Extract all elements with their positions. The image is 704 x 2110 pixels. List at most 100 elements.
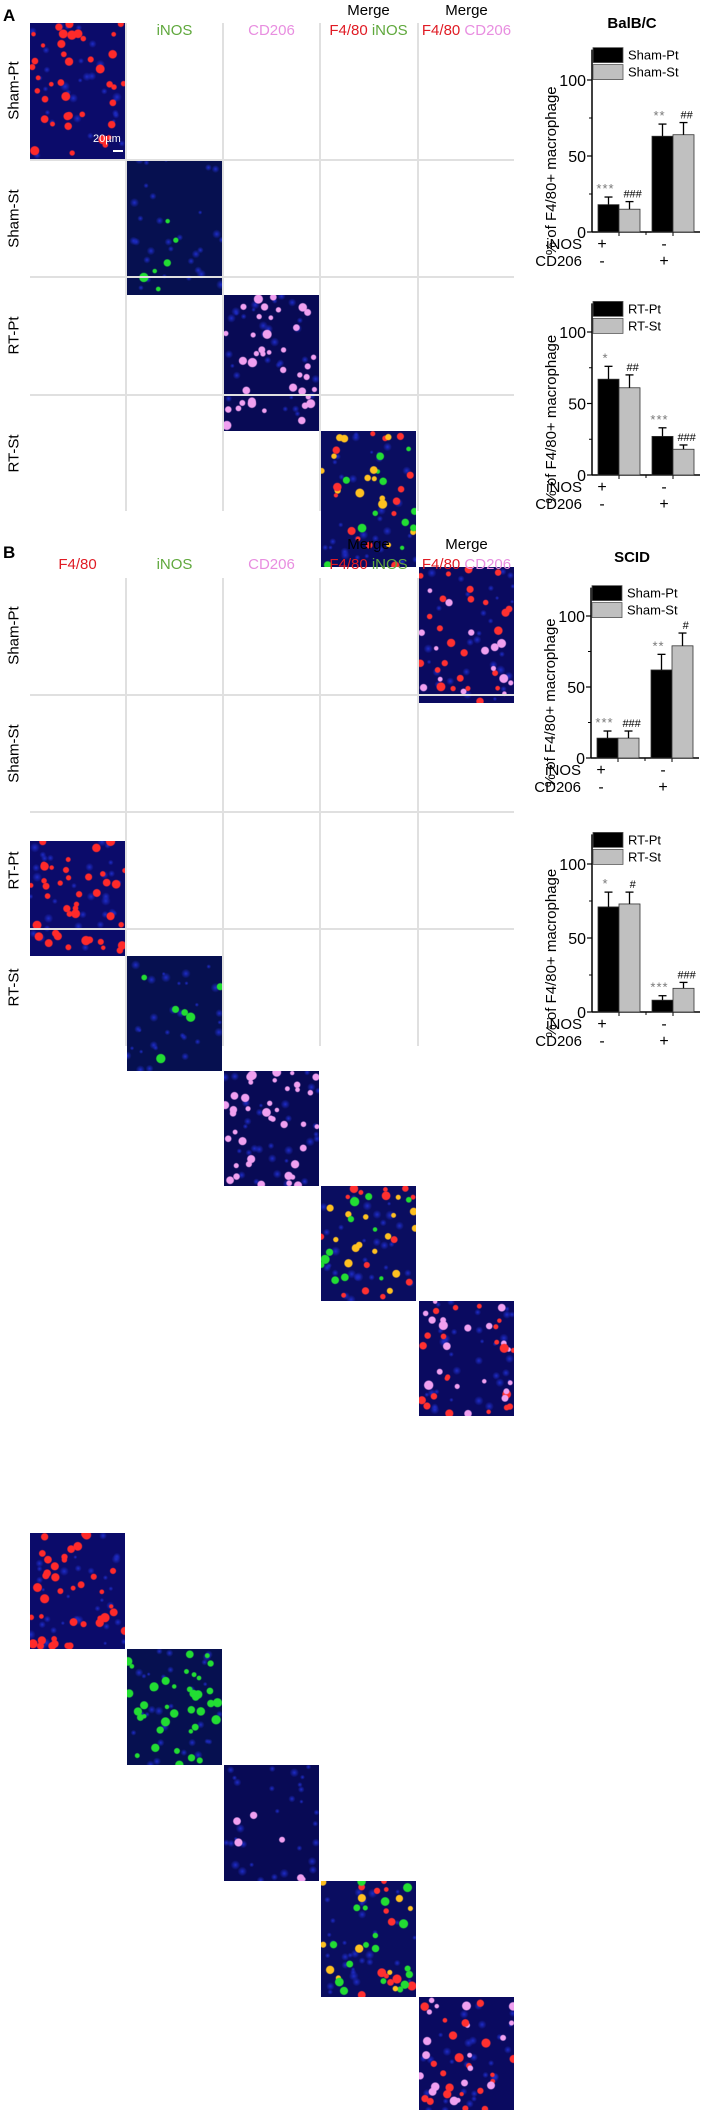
bar [672, 134, 695, 233]
microscopy-image [30, 841, 125, 956]
legend-label: RT-Pt [628, 832, 661, 847]
y-tick-label: 0 [576, 751, 585, 768]
merge-label: Merge [445, 536, 488, 553]
legend-swatch [592, 317, 624, 334]
microscopy-image [419, 1301, 514, 1416]
legend-swatch [592, 47, 624, 63]
bar-charts: BalB/C% of F4/80+ macrophage 050100*****#… [534, 15, 700, 1050]
grid-divider [30, 928, 514, 930]
grid-divider [222, 23, 224, 511]
bar [651, 999, 674, 1013]
x-row-label: iNOS [545, 762, 581, 779]
microscopy-image [224, 1765, 319, 1881]
significance-annotation: ### [623, 189, 642, 201]
legend-swatch [592, 849, 624, 865]
grid-divider [30, 811, 514, 813]
microscopy-image [30, 23, 125, 159]
significance-annotation: ## [626, 362, 639, 374]
x-row-label: CD206 [534, 779, 581, 796]
y-tick-label: 100 [559, 73, 586, 90]
y-tick-label: 0 [577, 1005, 586, 1022]
panel-letter-b: B [3, 543, 16, 562]
x-row-value: - [661, 1016, 666, 1033]
microscopy-image [127, 1649, 222, 1765]
microscopy-image [419, 567, 514, 703]
y-tick-label: 0 [577, 225, 586, 242]
legend-swatch [592, 64, 624, 80]
microscopy-image [321, 1186, 416, 1301]
legend-label: RT-Pt [628, 301, 661, 316]
x-row-label: CD206 [535, 253, 582, 270]
significance-annotation: *** [650, 412, 668, 427]
legend-label: Sham-Pt [627, 586, 678, 601]
column-label: F4/80 iNOS [329, 556, 408, 573]
significance-annotation: ** [653, 108, 665, 123]
x-row-value: + [659, 1033, 668, 1050]
y-tick-label: 50 [568, 149, 586, 166]
bar [597, 204, 620, 233]
column-label: CD206 [248, 556, 295, 573]
legend-label: RT-St [628, 849, 661, 864]
y-tick-label: 50 [568, 397, 586, 414]
microscopy-image [30, 1533, 125, 1649]
significance-annotation: ### [677, 432, 696, 444]
bar [651, 135, 674, 233]
significance-annotation: ## [680, 110, 693, 122]
significance-annotation: *** [596, 181, 614, 196]
y-tick-label: 100 [558, 609, 585, 626]
microscopy-image [224, 295, 319, 431]
significance-annotation: ### [677, 969, 696, 981]
x-row-label: iNOS [546, 479, 582, 496]
merge-label: Merge [445, 2, 488, 19]
column-label: CD206 [248, 22, 295, 39]
x-row-value: + [596, 762, 605, 779]
x-row-label: iNOS [546, 1016, 582, 1033]
x-row-value: - [599, 496, 604, 513]
significance-annotation: ** [652, 638, 664, 653]
column-label: iNOS [156, 22, 193, 39]
legend-label: Sham-Pt [628, 48, 679, 63]
bar [650, 669, 673, 759]
scale-bar-label: 20µm [93, 668, 121, 680]
x-row-label: CD206 [535, 496, 582, 513]
grid-divider [417, 23, 419, 511]
significance-annotation: # [682, 620, 689, 632]
column-label: F4/80 iNOS [329, 22, 408, 39]
significance-annotation: * [602, 876, 608, 891]
merge-label: Merge [347, 2, 390, 19]
scale-bar [113, 150, 123, 152]
y-tick-label: 100 [559, 857, 586, 874]
scale-bar-label: 20µm [93, 133, 121, 145]
column-label: F4/80 [58, 556, 97, 573]
x-row-value: - [598, 779, 603, 796]
bar [651, 435, 674, 476]
significance-annotation: *** [650, 980, 668, 995]
significance-annotation: * [602, 350, 608, 365]
x-row-value: - [661, 479, 666, 496]
chart-title: BalB/C [607, 15, 656, 32]
legend-label: RT-St [628, 318, 661, 333]
y-tick-label: 100 [559, 325, 586, 342]
y-tick-label: 0 [577, 468, 586, 485]
bar [672, 448, 695, 476]
legend-swatch [591, 602, 623, 618]
merge-label: Merge [347, 536, 390, 553]
legend-swatch [592, 300, 624, 317]
column-label: F4/80 CD206 [421, 556, 512, 573]
x-row-value: + [659, 253, 668, 270]
y-axis-label: % of F4/80+ macrophage [543, 869, 560, 1038]
bar [617, 737, 640, 759]
grid-divider [30, 159, 514, 161]
x-row-label: iNOS [546, 236, 582, 253]
y-axis-label: % of F4/80+ macrophage [543, 86, 560, 255]
scale-bar [113, 685, 123, 687]
microscopy-image [127, 159, 222, 295]
microscopy-image [127, 956, 222, 1071]
significance-annotation: *** [595, 715, 613, 730]
bar [671, 645, 694, 759]
y-axis-label: % of F4/80+ macrophage [543, 335, 560, 504]
bar [618, 387, 641, 476]
bar [672, 987, 695, 1013]
x-row-value: - [599, 253, 604, 270]
grid-divider [30, 276, 514, 278]
